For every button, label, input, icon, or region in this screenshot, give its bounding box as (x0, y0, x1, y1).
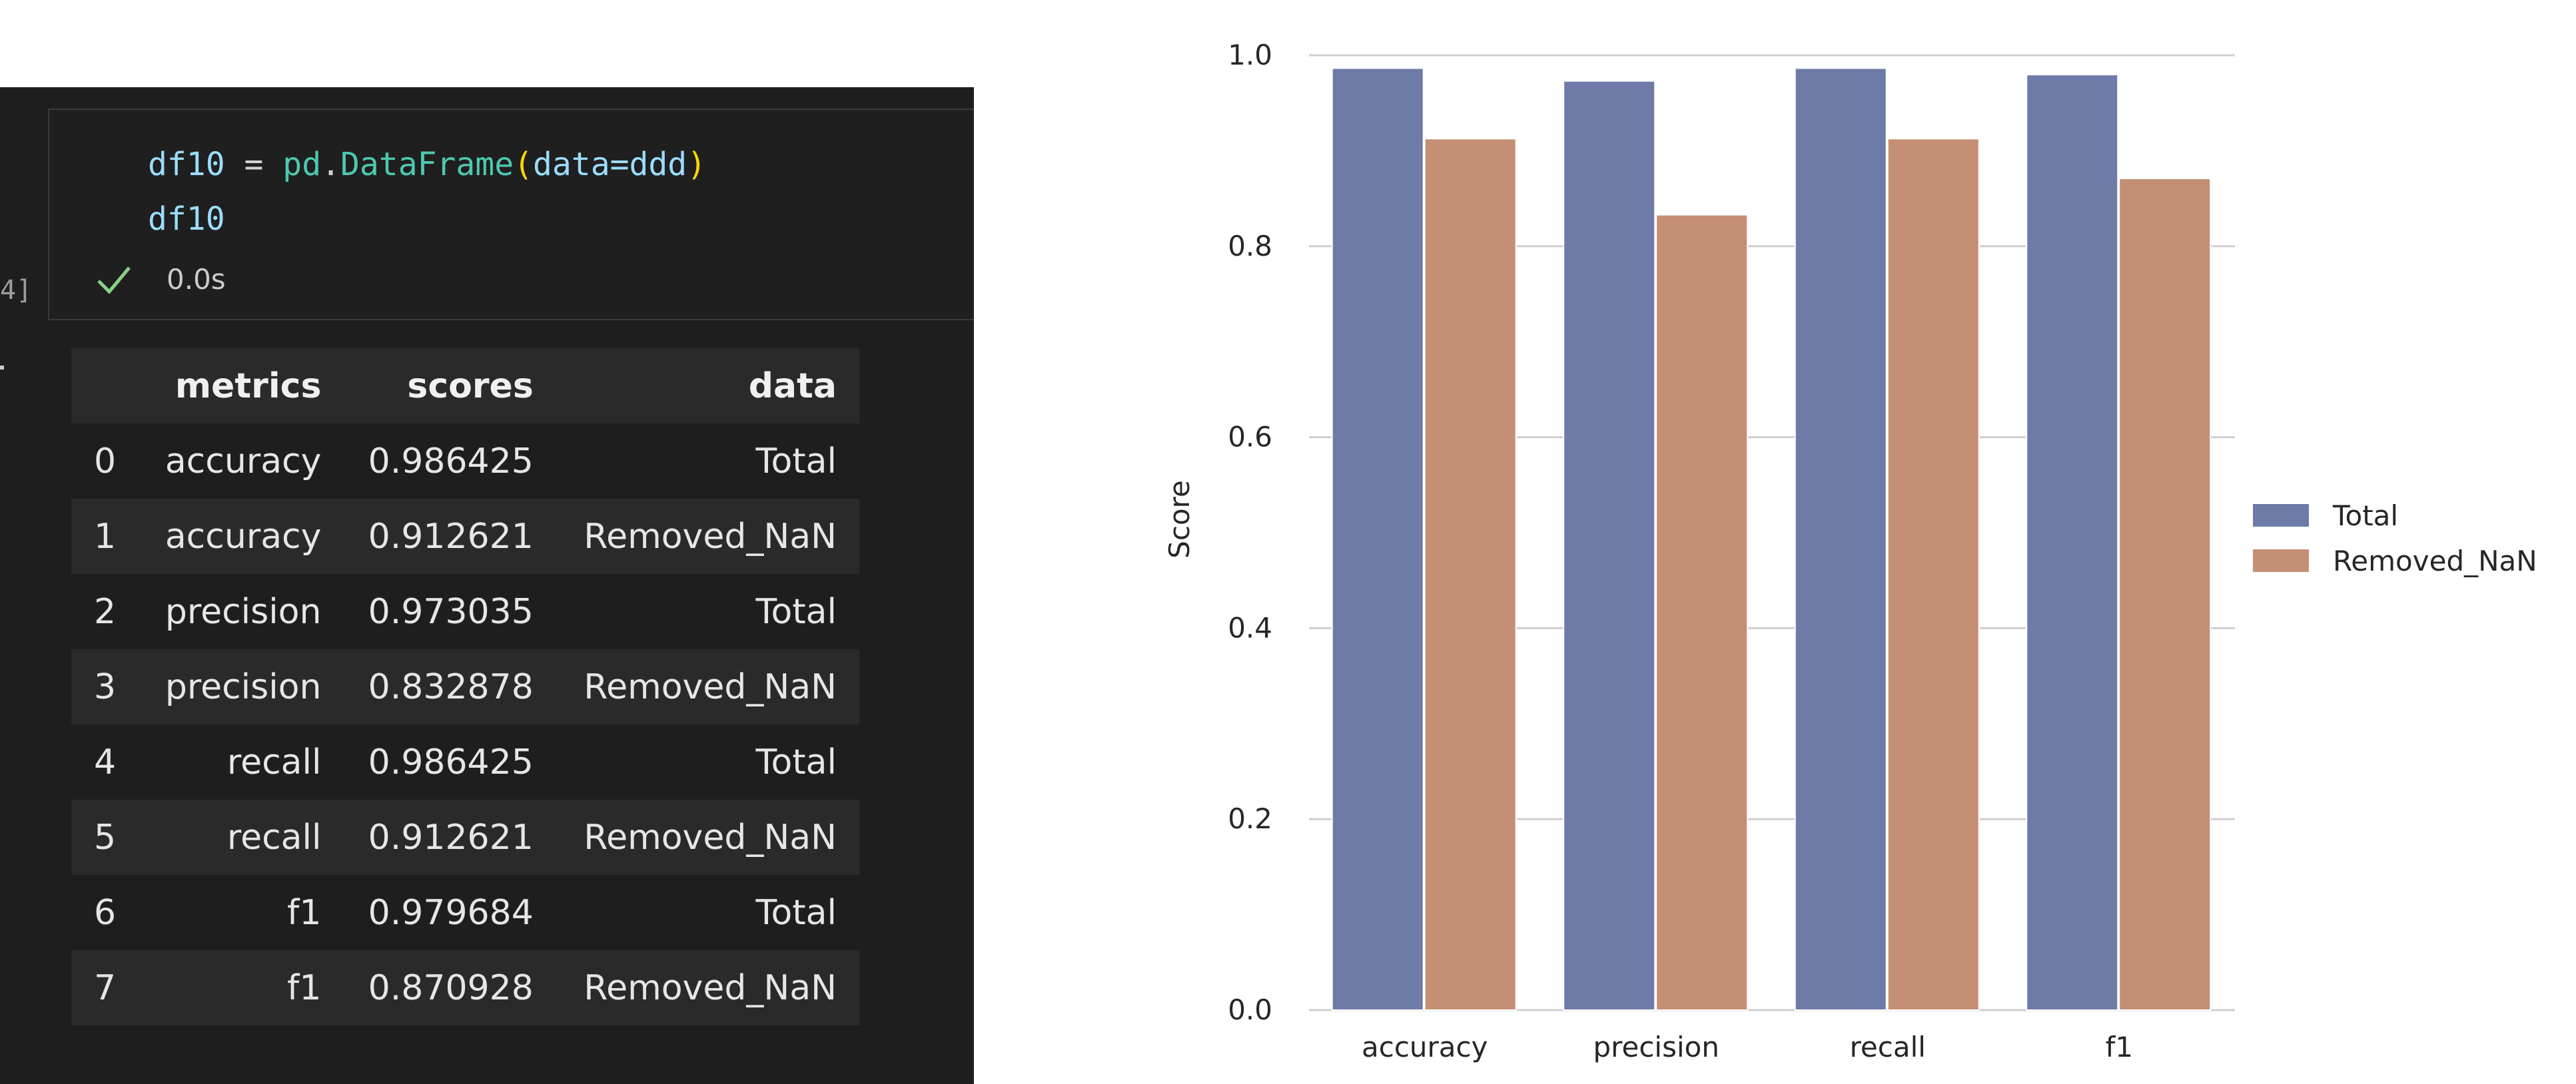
code-token-op: = (224, 146, 283, 183)
legend-label: Removed_NaN (2333, 545, 2537, 577)
bar-precision-Total (1563, 80, 1656, 1011)
y-tick-label: 0.6 (1228, 421, 1272, 453)
chart-axes: 0.0 0.2 0.4 0.6 0.8 1.0 accuracy precision recal… (1228, 39, 2133, 1063)
check-icon (97, 266, 131, 294)
row-index: 3 (94, 667, 117, 707)
table-cell: 0.912621 (368, 516, 534, 557)
bar-chart: 0.0 0.2 0.4 0.6 0.8 1.0 accuracy precision recal… (1163, 39, 2537, 1063)
column-header: data (748, 366, 837, 406)
x-tick-label: accuracy (1362, 1031, 1488, 1063)
row-index: 6 (94, 892, 117, 933)
table-cell: 0.832878 (368, 667, 534, 707)
bar-accuracy-Removed_NaN (1424, 138, 1517, 1011)
code-token-paren-close: ) (687, 146, 707, 183)
table-cell: Removed_NaN (584, 967, 837, 1008)
table-row: 3 precision 0.832878 Removed_NaN (71, 649, 859, 724)
column-header: scores (407, 366, 534, 406)
table-row: 6 f1 0.979684 Total (71, 875, 859, 950)
bar-f1-Total (2026, 74, 2119, 1011)
table-cell: f1 (287, 892, 322, 933)
table-cell: precision (165, 667, 322, 707)
row-index: 1 (94, 516, 117, 557)
x-tick-label: recall (1850, 1031, 1926, 1063)
table-row: 4 recall 0.986425 Total (71, 724, 859, 800)
row-index: 2 (94, 591, 117, 632)
code-line[interactable]: df10 = pd.DataFrame(data=ddd) (148, 144, 706, 184)
row-index: 0 (94, 441, 117, 481)
table-row: 2 precision 0.973035 Total (71, 574, 859, 649)
table-cell: Removed_NaN (584, 516, 837, 557)
table-cell: 0.986425 (368, 441, 534, 481)
y-tick-label: 0.0 (1228, 993, 1272, 1026)
bar-precision-Removed_NaN (1655, 214, 1749, 1011)
y-tick-label: 0.4 (1228, 611, 1272, 644)
table-row: 7 f1 0.870928 Removed_NaN (71, 950, 859, 1025)
x-tick-label: precision (1593, 1031, 1719, 1063)
notebook-panel: 4] df10 = pd.DataFrame(data=ddd) df10 0.… (0, 87, 974, 1084)
table-cell: accuracy (165, 441, 322, 481)
cell-gutter-marker (0, 366, 4, 370)
y-tick-label: 0.8 (1228, 230, 1272, 262)
code-token-var: df10 (148, 146, 225, 183)
row-index: 5 (94, 817, 117, 858)
table-cell: Removed_NaN (584, 817, 837, 858)
code-token-paren-open: ( (514, 146, 533, 183)
table-cell: 0.870928 (368, 967, 534, 1008)
table-cell: recall (226, 817, 322, 858)
bar-recall-Total (1794, 67, 1887, 1011)
bar-f1-Removed_NaN (2118, 178, 2212, 1011)
dataframe-output: metrics scores data 0 accuracy 0.986425 Tot… (71, 348, 859, 1025)
code-cell[interactable]: df10 = pd.DataFrame(data=ddd) df10 0.0s (48, 109, 974, 320)
x-tick-label: f1 (2105, 1031, 2133, 1063)
y-tick-label: 1.0 (1228, 39, 1272, 71)
table-cell: recall (226, 742, 322, 782)
column-header: metrics (175, 366, 322, 406)
y-axis-label: Score (1163, 480, 1196, 559)
table-cell: 0.979684 (368, 892, 534, 933)
code-line[interactable]: df10 (148, 200, 225, 238)
bar-accuracy-Total (1331, 67, 1424, 1011)
table-cell: Removed_NaN (584, 667, 837, 707)
table-cell: 0.973035 (368, 591, 534, 632)
execution-count: 4] (0, 275, 33, 306)
table-cell: precision (165, 591, 322, 632)
table-row: 1 accuracy 0.912621 Removed_NaN (71, 499, 859, 574)
table-cell: accuracy (165, 516, 322, 557)
legend-label: Total (2332, 499, 2398, 532)
bar-recall-Removed_NaN (1887, 138, 1980, 1011)
y-tick-label: 0.2 (1228, 802, 1272, 835)
code-token-class: DataFrame (340, 146, 514, 183)
table-cell: 0.986425 (368, 742, 534, 782)
execution-time: 0.0s (167, 263, 226, 296)
table-cell: Total (755, 742, 837, 782)
code-token-module: pd (282, 146, 322, 183)
table-cell: Total (755, 892, 837, 933)
code-token-arg: data=ddd (533, 146, 687, 183)
row-index: 4 (94, 742, 117, 782)
table-cell: Total (755, 441, 837, 481)
table-cell: f1 (287, 967, 322, 1008)
code-token-dot: . (321, 146, 340, 183)
chart-bars (1331, 67, 2212, 1011)
table-row: 0 accuracy 0.986425 Total (71, 423, 859, 499)
table-header-row: metrics scores data (71, 348, 859, 423)
legend-swatch (2253, 549, 2309, 572)
table-cell: Total (755, 591, 837, 632)
legend-swatch (2253, 504, 2309, 527)
table-cell: 0.912621 (368, 817, 534, 858)
chart-legend: Total Removed_NaN (2253, 499, 2537, 577)
row-index: 7 (94, 967, 117, 1008)
column-header (71, 348, 141, 423)
table-row: 5 recall 0.912621 Removed_NaN (71, 800, 859, 875)
